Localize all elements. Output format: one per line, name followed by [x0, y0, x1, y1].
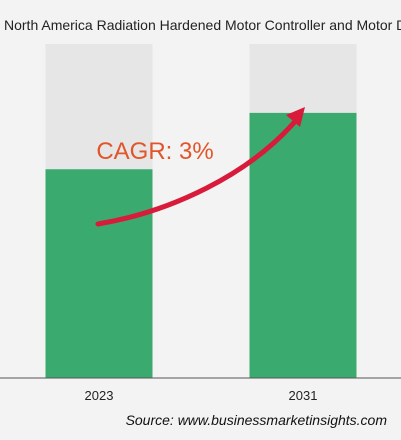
x-tick-label-2023: 2023: [85, 388, 114, 403]
chart-title: North America Radiation Hardened Motor C…: [4, 17, 401, 33]
x-tick-label-2031: 2031: [289, 388, 318, 403]
bar-2023: [45, 169, 153, 378]
source-note: Source: www.businessmarketinsights.com: [125, 412, 387, 428]
bar-2031: [249, 112, 357, 378]
cagr-arrow: [95, 115, 301, 227]
cagr-arrowhead: [286, 107, 305, 127]
cagr-annotation: CAGR: 3%: [96, 138, 213, 165]
